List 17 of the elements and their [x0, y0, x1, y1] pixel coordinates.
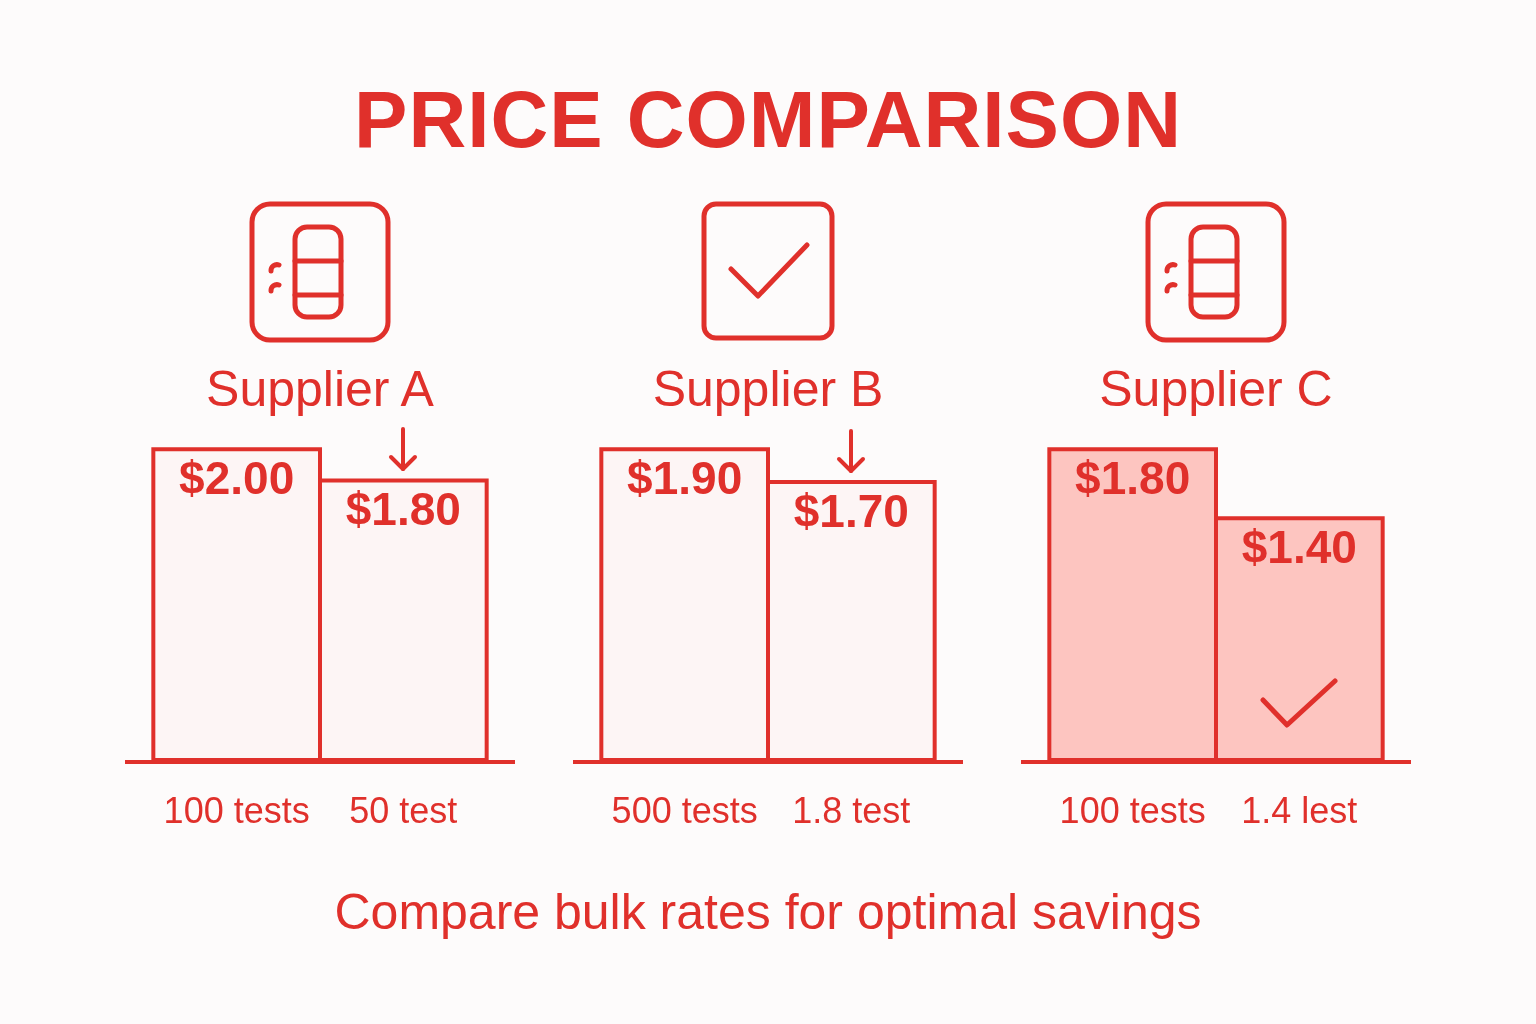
x-tick-label: 100 tests [1059, 790, 1206, 832]
x-tick-label: 500 tests [611, 790, 758, 832]
data-label: $1.80 [345, 483, 461, 536]
chart-title: Supplier B [652, 360, 884, 417]
data-label: $1.80 [1075, 452, 1191, 505]
x-tick-label: 1.8 test [792, 790, 911, 832]
data-label: $1.90 [627, 452, 743, 505]
data-label: $1.40 [1241, 521, 1357, 574]
x-tick-label: 100 tests [163, 790, 310, 832]
x-tick-label: 50 test [349, 790, 458, 832]
data-label: $2.00 [179, 452, 295, 505]
text: Compare bulk rates for optimal savings [334, 883, 1202, 942]
chart-title: Supplier C [1099, 360, 1333, 417]
text: PRICE COMPARISON [354, 75, 1182, 164]
x-tick-label: 1.4 lest [1241, 790, 1358, 832]
data-label: $1.70 [793, 485, 909, 538]
chart-title: Supplier A [206, 360, 435, 417]
